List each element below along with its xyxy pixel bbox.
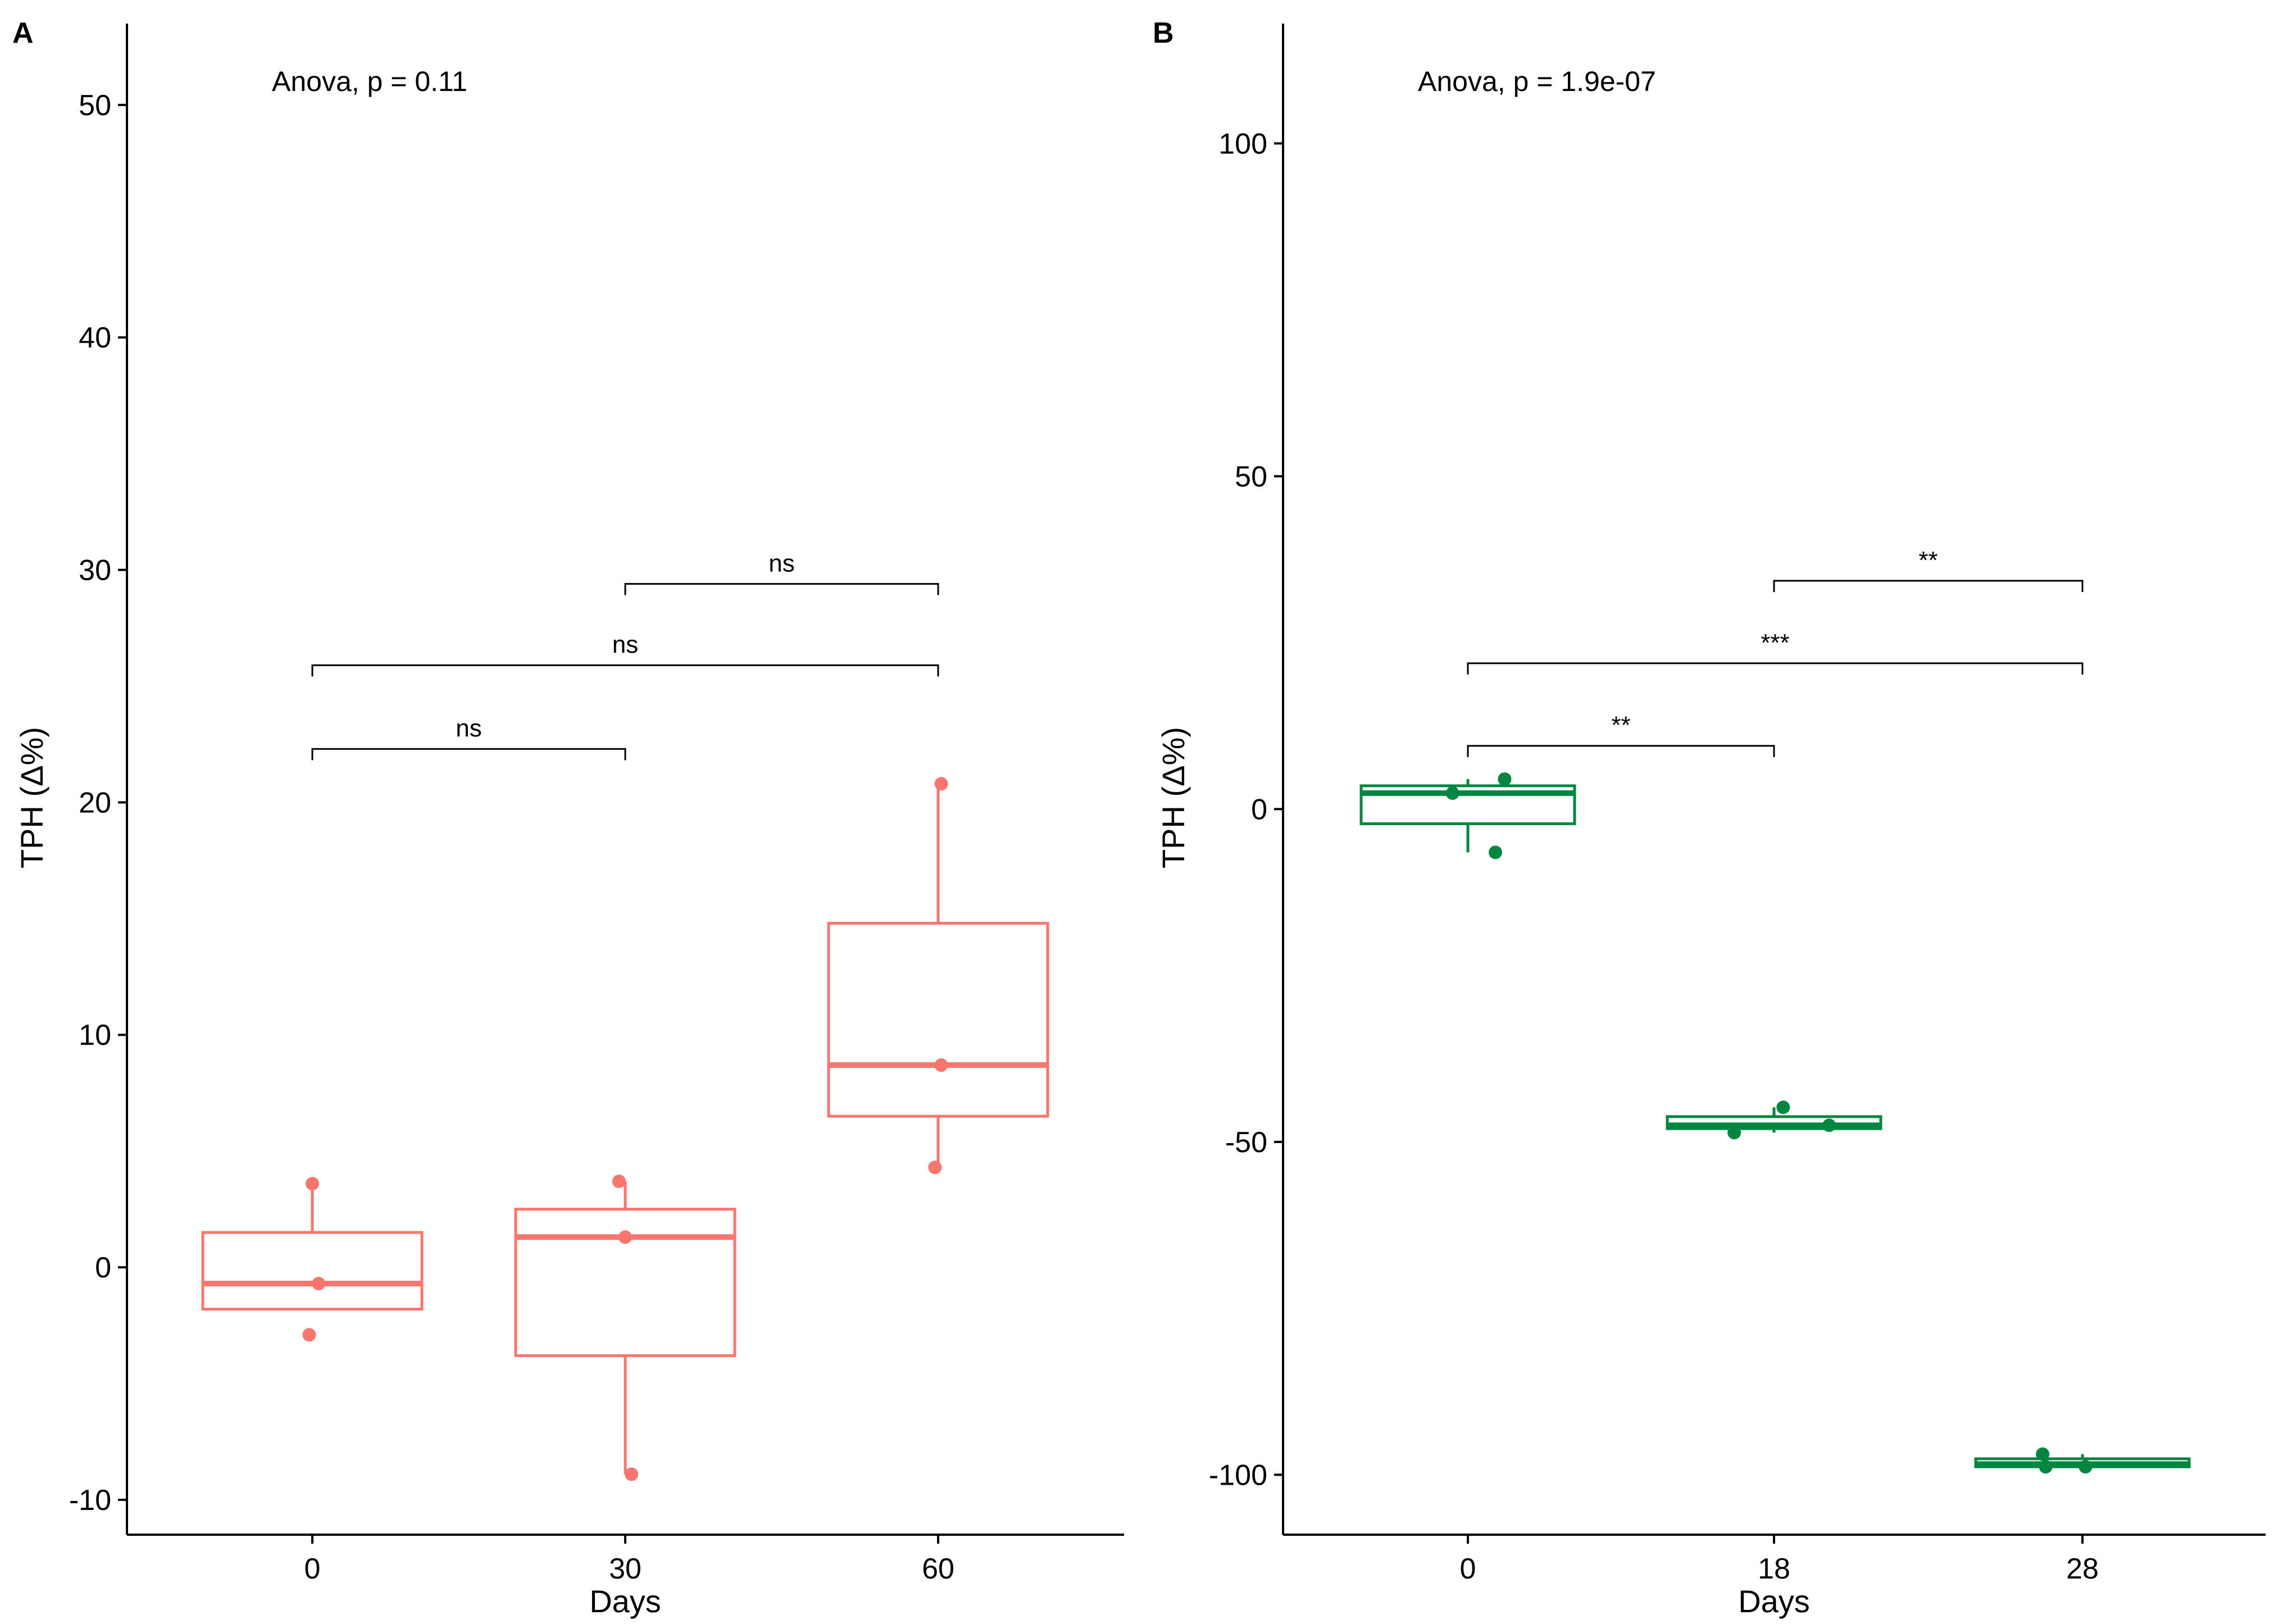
data-point [312, 1277, 326, 1291]
data-point [1445, 786, 1459, 800]
data-point [2036, 1447, 2050, 1461]
significance-label: ** [1611, 712, 1630, 739]
panel-a: A Anova, p = 0.11 -10 0 10 20 30 40 50 0 30 60 ns n… [12, 17, 1124, 1619]
box-body [201, 1231, 424, 1311]
y-tick-label: 10 [79, 1019, 111, 1052]
panel-b-anova-annotation: Anova, p = 1.9e-07 [1418, 66, 1656, 97]
significance-label: ns [612, 631, 638, 658]
data-point [618, 1230, 632, 1244]
significance-label: ns [768, 549, 794, 577]
y-tick-label: -100 [1209, 1459, 1267, 1491]
panel-b-y-axis-title: TPH (Δ%) [1156, 727, 1191, 868]
data-point [1498, 772, 1512, 786]
significance-bracket [311, 748, 626, 761]
y-tick-label: -50 [1225, 1126, 1267, 1159]
significance-label: ns [456, 715, 481, 742]
y-tick-label: 0 [1251, 793, 1267, 826]
y-tick-label: 20 [79, 786, 111, 819]
y-tick-label: 50 [1235, 461, 1267, 493]
panel-a-anova-annotation: Anova, p = 0.11 [272, 66, 467, 97]
data-point [1489, 845, 1503, 859]
x-tick-label: 30 [609, 1553, 642, 1585]
x-tick-label: 0 [1460, 1553, 1476, 1585]
data-point [928, 1161, 942, 1175]
data-point [1727, 1126, 1741, 1140]
data-point [625, 1467, 639, 1481]
significance-bracket [1467, 662, 2084, 675]
data-point [2039, 1460, 2053, 1474]
data-point [934, 1058, 948, 1072]
panel-a-plot-area: -10 0 10 20 30 40 50 0 30 60 ns ns ns [69, 89, 1049, 1585]
data-point [2079, 1460, 2093, 1474]
significance-bracket [624, 583, 939, 595]
x-tick-label: 18 [1758, 1553, 1790, 1585]
data-point [612, 1174, 626, 1188]
y-tick-label: 40 [79, 322, 111, 354]
y-tick-label: 30 [79, 554, 111, 587]
x-tick-label: 60 [922, 1553, 954, 1585]
significance-bracket [311, 664, 939, 677]
panel-b: B Anova, p = 1.9e-07 -100 -50 0 50 100 0 18 28 *… [1153, 17, 2266, 1619]
x-tick-label: 28 [2066, 1553, 2099, 1585]
y-tick-label: 100 [1218, 128, 1267, 160]
x-tick-label: 0 [304, 1553, 321, 1585]
data-point [1776, 1100, 1790, 1114]
data-point [934, 777, 948, 791]
data-point [306, 1177, 319, 1191]
panel-a-y-axis-title: TPH (Δ%) [14, 727, 49, 868]
data-point [1822, 1118, 1836, 1132]
significance-label: ** [1918, 547, 1938, 574]
y-tick-label: 0 [95, 1252, 111, 1284]
y-tick-label: -10 [69, 1484, 111, 1517]
box-body [827, 922, 1049, 1118]
panel-b-x-axis-title: Days [1738, 1584, 1810, 1619]
significance-label: *** [1761, 629, 1789, 657]
y-tick-label: 50 [79, 89, 111, 122]
significance-bracket [1773, 580, 2084, 592]
panel-a-x-axis-title: Days [589, 1584, 661, 1619]
panel-b-letter: B [1153, 17, 1174, 49]
data-point [302, 1328, 316, 1342]
significance-bracket [1467, 745, 1775, 757]
panel-a-letter: A [12, 17, 34, 49]
